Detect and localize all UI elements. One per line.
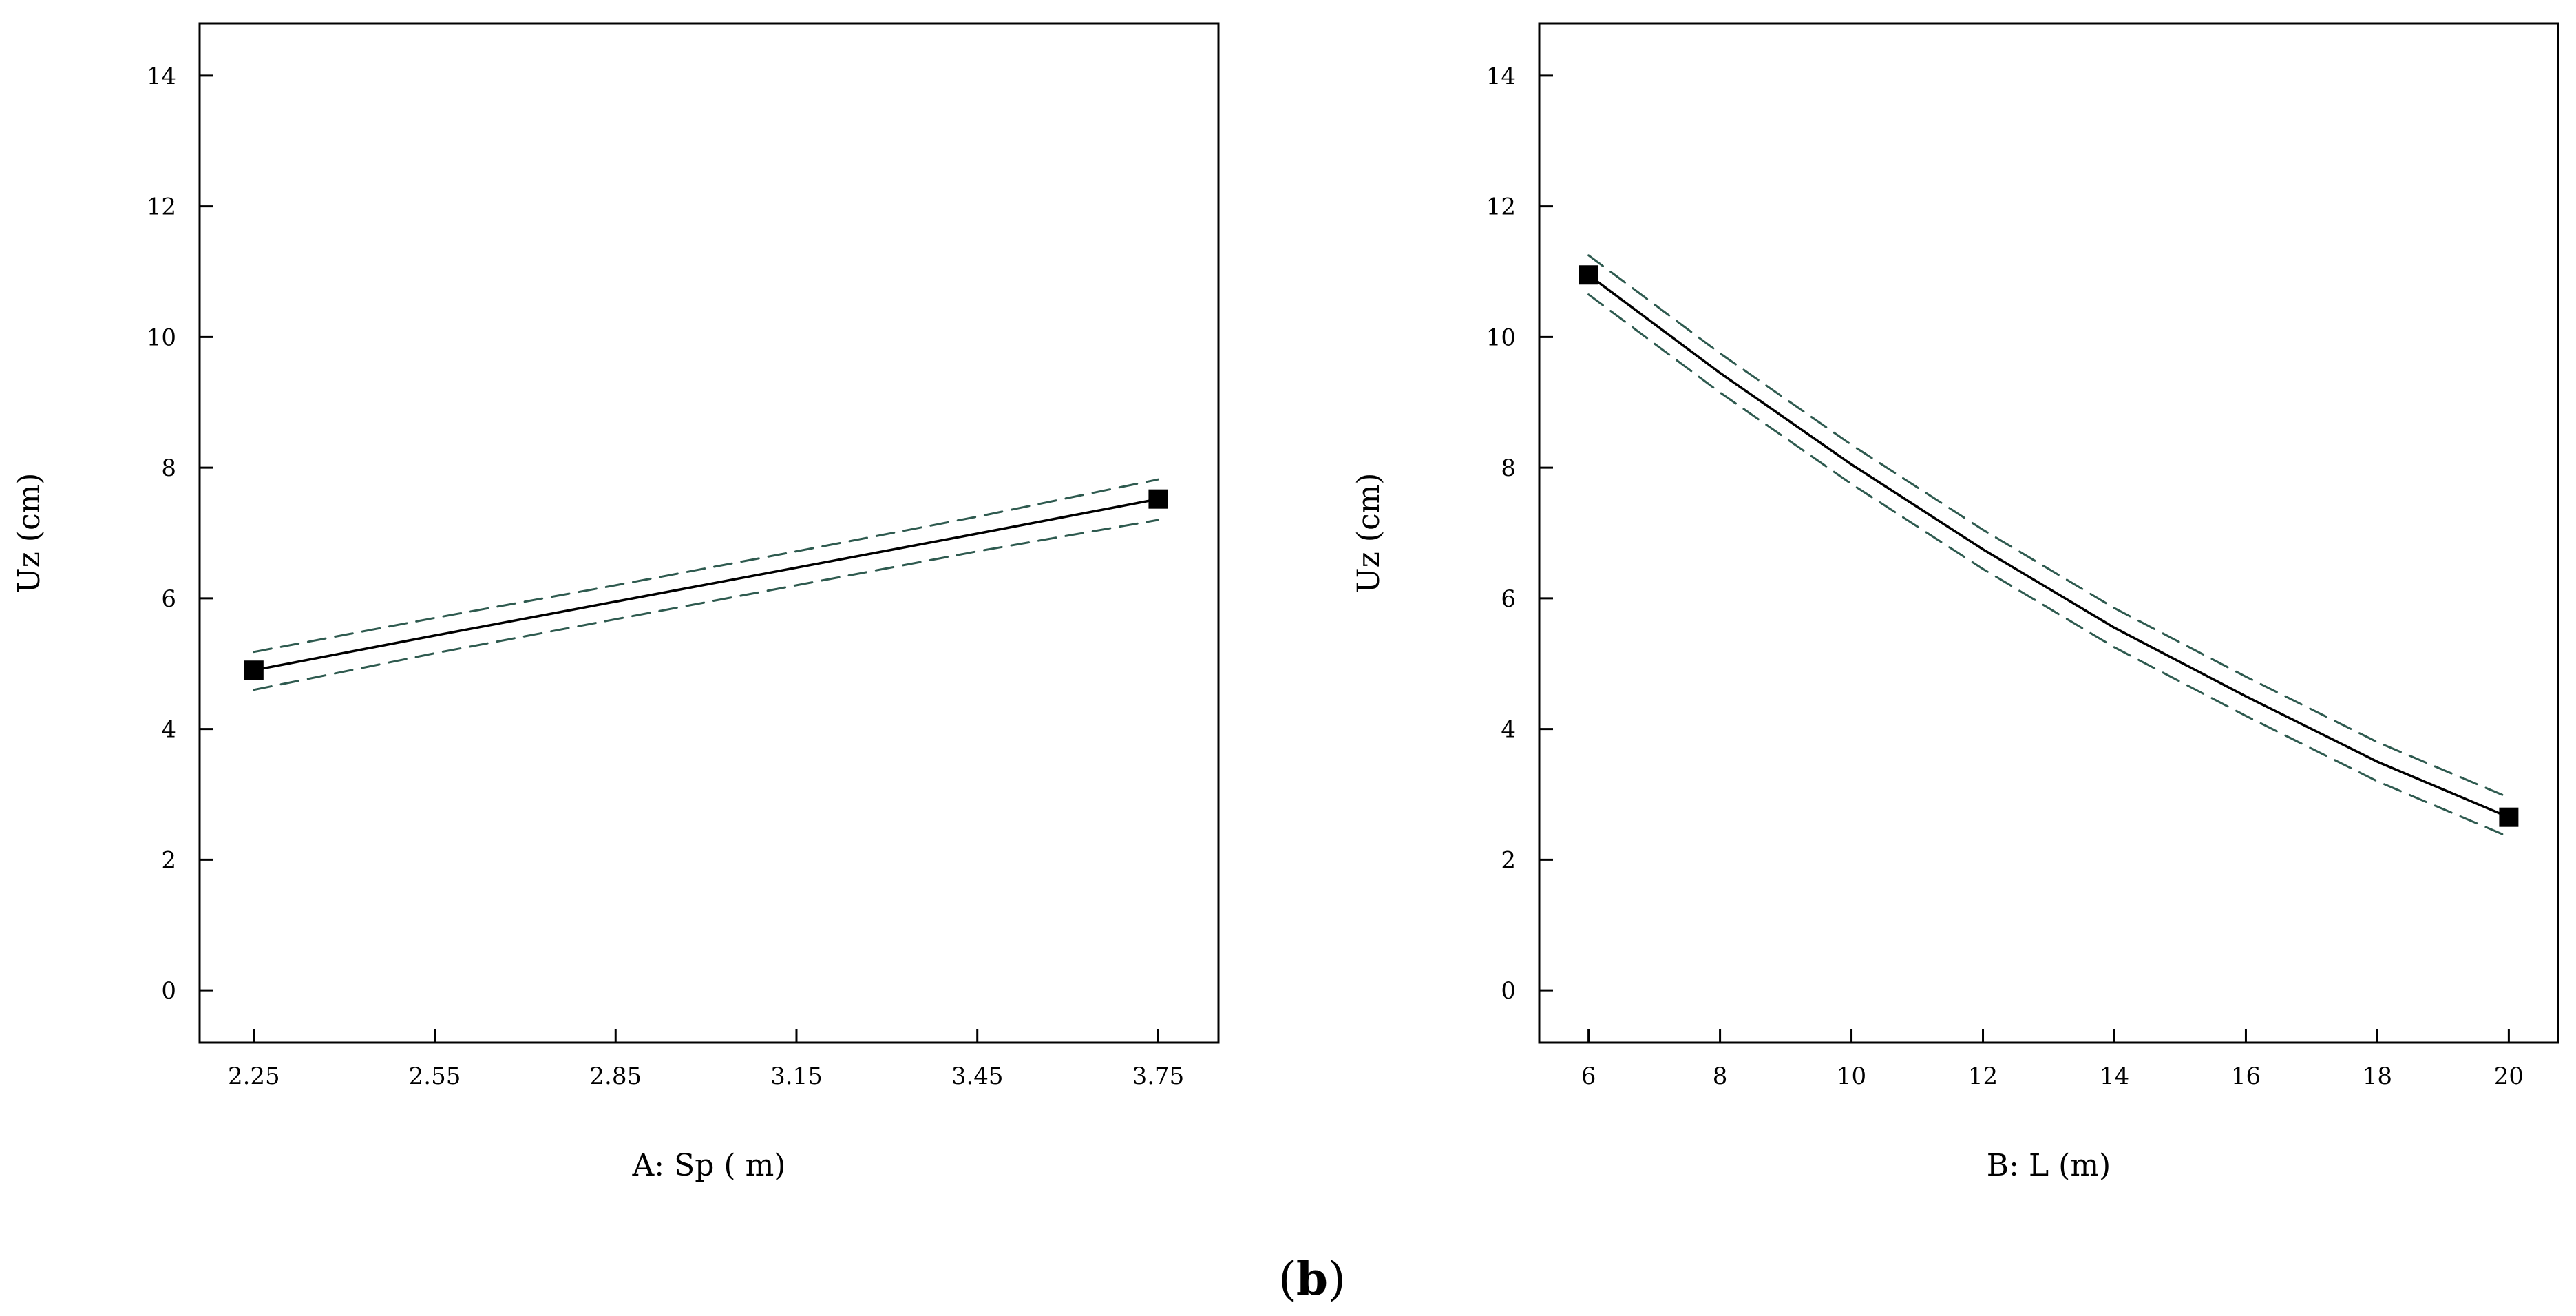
y-tick-label: 14 — [1486, 63, 1516, 90]
x-tick-label: 14 — [2100, 1063, 2129, 1090]
x-tick-label: 6 — [1581, 1063, 1596, 1090]
chart-l: 6 8 10 12 14 16 18 20 0 2 4 6 8 10 12 14 B: L (m) Uz (… — [1351, 22, 2559, 1183]
y-tick-label: 12 — [1486, 194, 1516, 221]
y-axis-ticks: 0 2 4 6 8 10 12 14 — [147, 63, 213, 1005]
y-axis-ticks: 0 2 4 6 8 10 12 14 — [1486, 63, 1553, 1005]
x-axis-ticks: 6 8 10 12 14 16 18 20 — [1581, 1029, 2524, 1090]
y-tick-label: 0 — [1501, 977, 1516, 1005]
figure-caption: (b) — [1278, 1252, 1346, 1306]
y-axis-title: Uz (cm) — [12, 473, 47, 594]
y-tick-label: 4 — [1501, 716, 1516, 744]
x-tick-label: 8 — [1713, 1063, 1728, 1090]
x-axis-title: B: L (m) — [1987, 1148, 2111, 1183]
y-tick-label: 2 — [161, 846, 176, 874]
y-tick-label: 8 — [161, 455, 176, 482]
caption-letter: b — [1296, 1252, 1328, 1306]
plot-frame — [198, 22, 1220, 1044]
plot-frame — [1538, 22, 2559, 1044]
fitted-line — [253, 497, 1160, 671]
x-tick-label: 2.25 — [228, 1063, 280, 1090]
x-tick-label: 3.15 — [770, 1063, 823, 1090]
x-tick-label: 12 — [1968, 1063, 1998, 1090]
x-tick-label: 3.75 — [1132, 1063, 1185, 1090]
x-tick-label: 10 — [1837, 1063, 1866, 1090]
x-tick-label: 16 — [2231, 1063, 2261, 1090]
y-tick-label: 10 — [1486, 324, 1516, 351]
y-tick-label: 8 — [1501, 455, 1516, 482]
fitted-line — [1587, 273, 2511, 819]
confidence-band-upper — [1587, 254, 2510, 799]
y-tick-label: 12 — [147, 194, 176, 221]
x-axis-title: A: Sp ( m) — [632, 1148, 786, 1183]
x-tick-label: 2.85 — [589, 1063, 642, 1090]
y-tick-label: 4 — [161, 716, 176, 744]
caption-open: ( — [1278, 1253, 1296, 1306]
design-point-marker — [1579, 265, 1598, 285]
design-point-marker — [2499, 807, 2519, 827]
points-layer — [244, 489, 1168, 680]
x-tick-label: 20 — [2494, 1063, 2524, 1090]
series-layer — [253, 478, 1160, 691]
series-layer — [1587, 254, 2511, 838]
x-axis-ticks: 2.25 2.55 2.85 3.15 3.45 3.75 — [228, 1029, 1184, 1090]
confidence-band-lower — [1587, 293, 2510, 838]
y-tick-label: 0 — [161, 977, 176, 1005]
design-point-marker — [244, 660, 264, 680]
chart-sp: 2.25 2.55 2.85 3.15 3.45 3.75 0 2 4 6 8 10 12 14 A: … — [12, 22, 1220, 1183]
y-axis-title: Uz (cm) — [1351, 473, 1386, 594]
x-tick-label: 2.55 — [409, 1063, 461, 1090]
x-tick-label: 18 — [2363, 1063, 2392, 1090]
x-tick-label: 3.45 — [951, 1063, 1004, 1090]
points-layer — [1579, 265, 2519, 827]
y-tick-label: 6 — [1501, 585, 1516, 613]
y-tick-label: 14 — [147, 63, 176, 90]
design-point-marker — [1148, 489, 1168, 509]
y-tick-label: 2 — [1501, 846, 1516, 874]
y-tick-label: 6 — [161, 585, 176, 613]
confidence-band-upper — [253, 478, 1159, 654]
confidence-band-lower — [253, 519, 1159, 691]
y-tick-label: 10 — [147, 324, 176, 351]
caption-close: ) — [1328, 1253, 1346, 1306]
